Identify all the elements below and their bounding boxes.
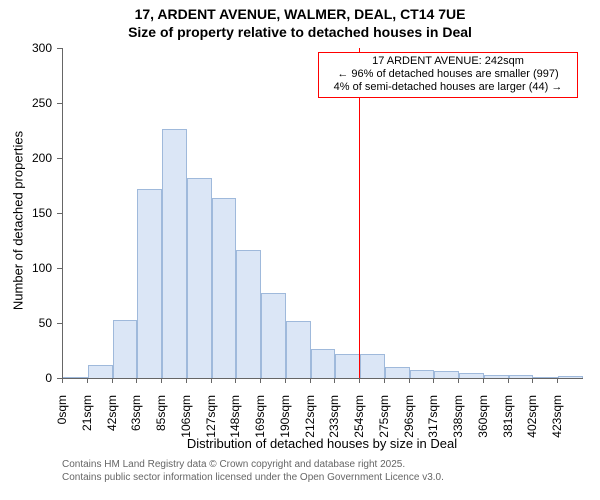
histogram-bar (286, 321, 311, 378)
x-tick-mark (112, 378, 113, 383)
y-tick-label: 250 (0, 96, 52, 110)
x-tick-label: 402sqm (525, 395, 539, 445)
x-tick-mark (186, 378, 187, 383)
footer-line2: Contains public sector information licen… (62, 471, 444, 484)
info-box-line: 17 ARDENT AVENUE: 242sqm (323, 55, 573, 68)
y-tick-label: 300 (0, 41, 52, 55)
histogram-bar (261, 293, 286, 378)
histogram-bar (63, 377, 88, 378)
x-tick-label: 233sqm (327, 395, 341, 445)
x-tick-mark (235, 378, 236, 383)
x-tick-label: 63sqm (129, 395, 143, 445)
footer-attribution: Contains HM Land Registry data © Crown c… (62, 458, 444, 484)
x-tick-mark (409, 378, 410, 383)
x-tick-mark (359, 378, 360, 383)
x-tick-label: 148sqm (228, 395, 242, 445)
chart-title-line1: 17, ARDENT AVENUE, WALMER, DEAL, CT14 7U… (0, 6, 600, 22)
x-tick-label: 0sqm (55, 395, 69, 445)
histogram-bar (385, 367, 410, 378)
histogram-bar (88, 365, 113, 378)
x-tick-label: 169sqm (253, 395, 267, 445)
x-tick-mark (334, 378, 335, 383)
footer-line1: Contains HM Land Registry data © Crown c… (62, 458, 444, 471)
chart-title-line2: Size of property relative to detached ho… (0, 24, 600, 40)
x-tick-mark (508, 378, 509, 383)
x-tick-mark (483, 378, 484, 383)
x-tick-mark (62, 378, 63, 383)
y-tick-mark (57, 158, 62, 159)
y-tick-label: 150 (0, 206, 52, 220)
x-tick-label: 317sqm (426, 395, 440, 445)
histogram-bar (484, 375, 509, 378)
x-tick-label: 296sqm (402, 395, 416, 445)
x-tick-mark (87, 378, 88, 383)
x-tick-mark (557, 378, 558, 383)
x-tick-mark (458, 378, 459, 383)
y-tick-mark (57, 323, 62, 324)
y-tick-mark (57, 103, 62, 104)
marker-info-box: 17 ARDENT AVENUE: 242sqm← 96% of detache… (318, 52, 578, 98)
x-tick-label: 381sqm (501, 395, 515, 445)
histogram-bar (533, 377, 558, 378)
y-tick-mark (57, 48, 62, 49)
chart-container: 17, ARDENT AVENUE, WALMER, DEAL, CT14 7U… (0, 0, 600, 500)
x-tick-mark (161, 378, 162, 383)
histogram-bar (360, 354, 385, 378)
x-tick-mark (136, 378, 137, 383)
x-tick-mark (532, 378, 533, 383)
histogram-bar (459, 373, 484, 379)
x-tick-label: 338sqm (451, 395, 465, 445)
x-tick-label: 360sqm (476, 395, 490, 445)
histogram-bar (410, 370, 435, 378)
x-tick-label: 212sqm (303, 395, 317, 445)
histogram-bar (311, 349, 336, 378)
y-tick-label: 100 (0, 261, 52, 275)
x-tick-mark (384, 378, 385, 383)
x-tick-mark (433, 378, 434, 383)
x-tick-label: 42sqm (105, 395, 119, 445)
x-tick-mark (211, 378, 212, 383)
histogram-bar (187, 178, 212, 378)
y-tick-mark (57, 268, 62, 269)
histogram-bar (509, 375, 534, 378)
x-tick-label: 106sqm (179, 395, 193, 445)
histogram-bar (113, 320, 138, 378)
x-tick-label: 190sqm (278, 395, 292, 445)
y-tick-label: 200 (0, 151, 52, 165)
x-tick-label: 21sqm (80, 395, 94, 445)
histogram-bar (137, 189, 162, 378)
x-tick-label: 85sqm (154, 395, 168, 445)
x-tick-label: 423sqm (550, 395, 564, 445)
histogram-bar (162, 129, 187, 378)
histogram-bar (236, 250, 261, 378)
x-tick-label: 275sqm (377, 395, 391, 445)
x-tick-label: 254sqm (352, 395, 366, 445)
histogram-bar (558, 376, 583, 378)
y-tick-label: 0 (0, 371, 52, 385)
y-tick-mark (57, 213, 62, 214)
histogram-bar (212, 198, 237, 378)
x-tick-mark (285, 378, 286, 383)
histogram-bar (335, 354, 360, 378)
x-tick-mark (260, 378, 261, 383)
y-tick-label: 50 (0, 316, 52, 330)
plot-area (62, 48, 583, 379)
info-box-line: 4% of semi-detached houses are larger (4… (323, 81, 573, 94)
x-tick-label: 127sqm (204, 395, 218, 445)
histogram-bar (434, 371, 459, 378)
info-box-line: ← 96% of detached houses are smaller (99… (323, 68, 573, 81)
x-tick-mark (310, 378, 311, 383)
